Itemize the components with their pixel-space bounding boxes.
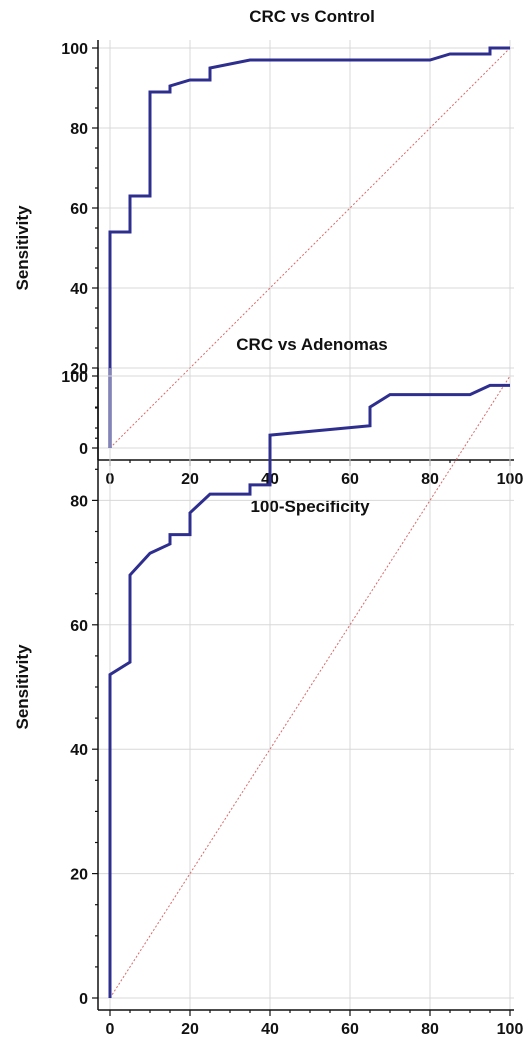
reference-line [109, 375, 511, 999]
roc-curve [108, 383, 510, 998]
x-tick-label: 60 [341, 1021, 359, 1038]
y-axis-title: Sensitivity [13, 205, 32, 291]
x-tick-label: 80 [421, 1021, 439, 1038]
roc-chart-crc-vs-adenomas: 0 20 40 60 80 100 0 20 40 60 80 100 CRC vs Adenomas 1… [13, 335, 524, 1038]
y-tick-label: 0 [79, 991, 88, 1008]
x-axis-title: 100-Specificity [250, 497, 370, 516]
y-axis-title: Sensitivity [13, 644, 32, 730]
x-tick-label: 100 [497, 1021, 524, 1038]
x-tick-label: 0 [106, 1021, 115, 1038]
chart-title: CRC vs Control [249, 7, 375, 26]
x-tick-label: 40 [261, 1021, 279, 1038]
y-tick-label: 100 [61, 369, 88, 386]
y-tick-label: 20 [70, 361, 88, 378]
x-tick-label: 20 [181, 1021, 199, 1038]
y-tick-label: 80 [70, 493, 88, 510]
grid [98, 40, 514, 460]
y-tick-label: 40 [70, 281, 88, 298]
grid [98, 368, 514, 1010]
y-tick-label: 60 [70, 618, 88, 635]
y-tick-label: 0 [79, 441, 88, 458]
y-tick-label: 60 [70, 201, 88, 218]
y-tick-label: 40 [70, 742, 88, 759]
reference-line [109, 47, 511, 449]
roc-curve [108, 46, 510, 448]
y-tick-label: 20 [70, 867, 88, 884]
y-tick-label: 80 [70, 121, 88, 138]
y-tick-label: 100 [61, 41, 88, 58]
chart-title: CRC vs Adenomas [236, 335, 387, 354]
